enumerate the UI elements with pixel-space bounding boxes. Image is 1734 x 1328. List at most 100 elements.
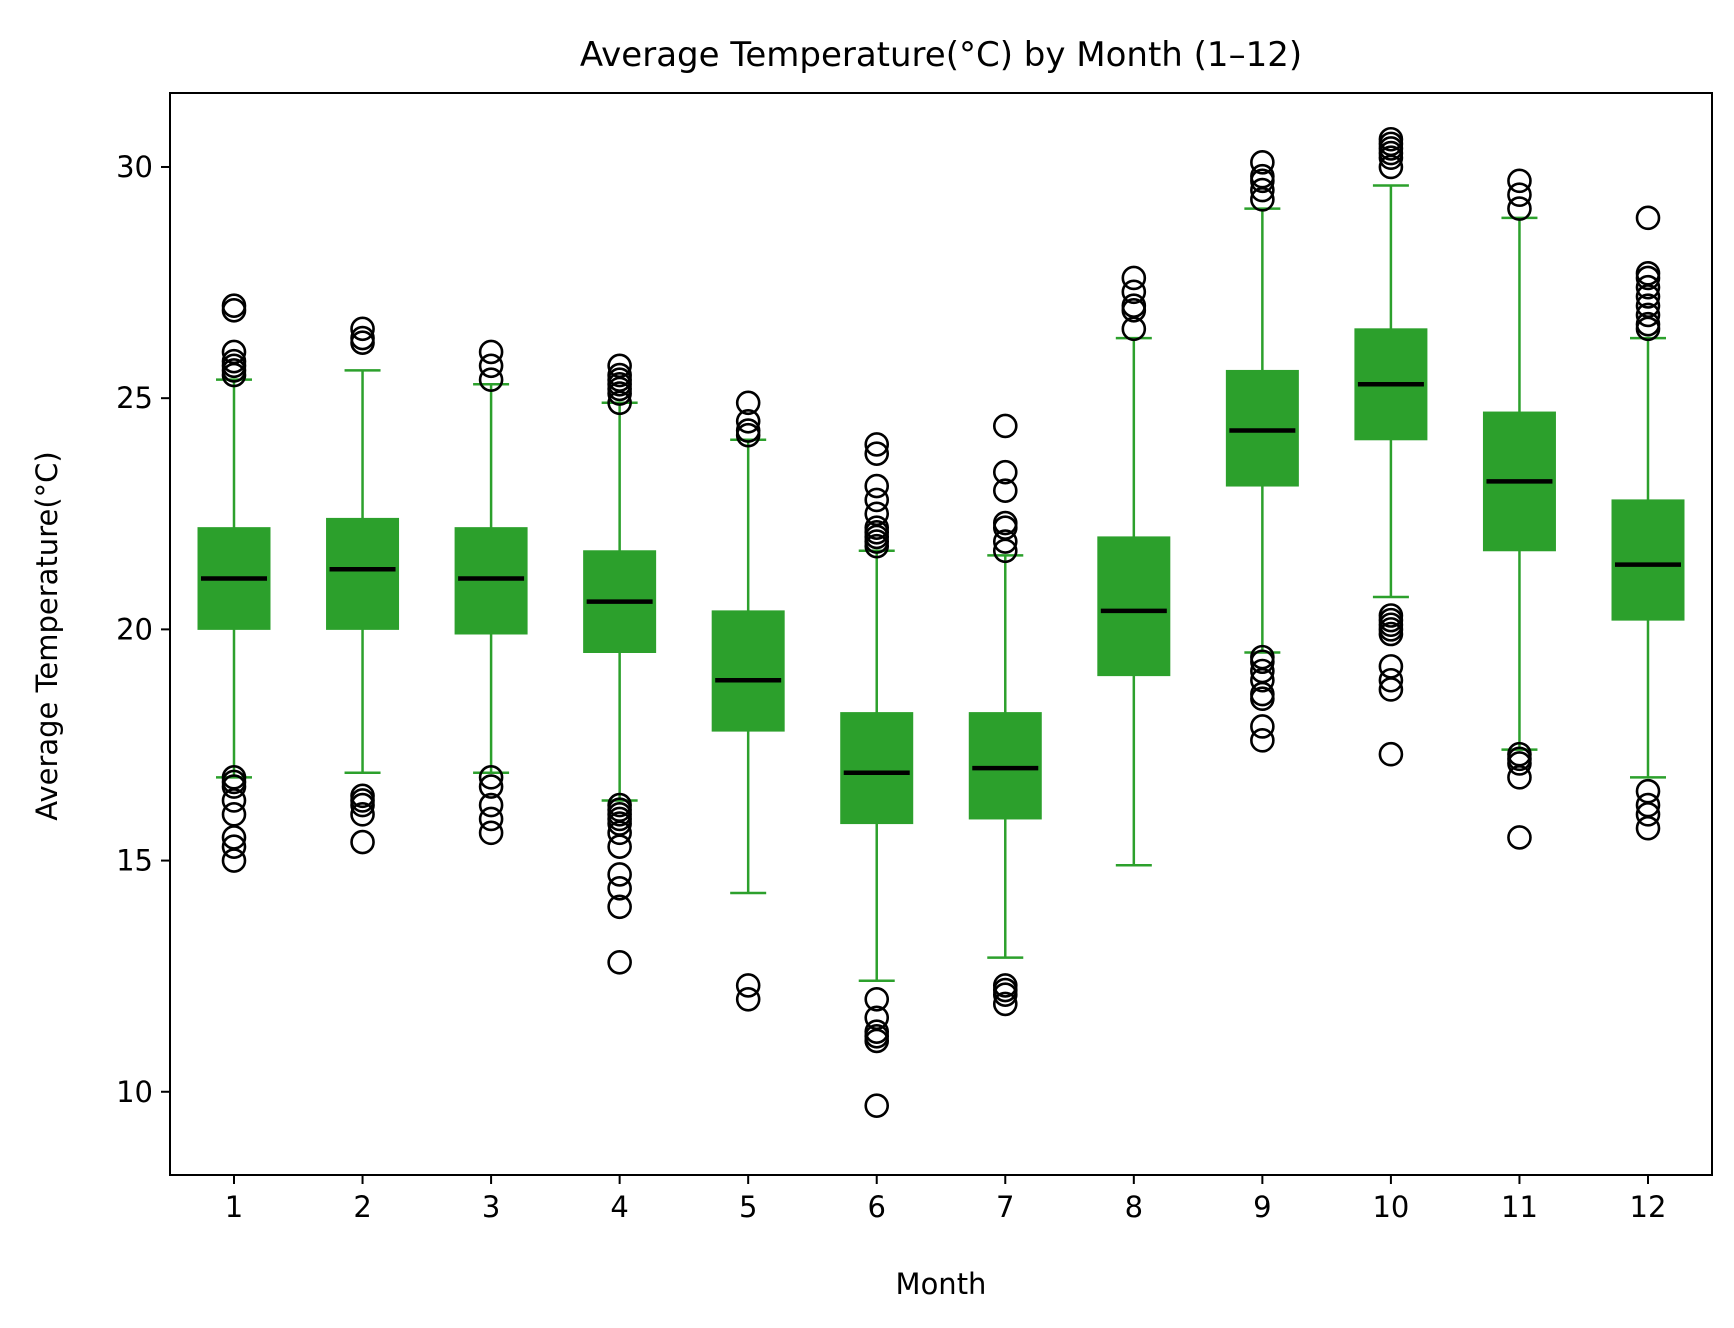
outlier-point: [864, 1005, 890, 1031]
outlier-point: [478, 367, 504, 392]
outlier-point: [350, 783, 375, 809]
iqr-box: [711, 610, 785, 732]
outlier-point: [864, 1019, 890, 1044]
outlier-point: [1121, 293, 1147, 319]
outlier-point: [221, 765, 247, 790]
outlier-point: [478, 339, 504, 365]
x-axis-ticks: 1 2 3 4 5 6 7 8 9 10 11 12: [225, 1175, 1666, 1224]
iqr-box: [1097, 536, 1171, 677]
outlier-point: [1635, 792, 1661, 818]
outlier-point: [992, 973, 1018, 998]
outlier-point: [735, 408, 761, 434]
outlier-point: [607, 949, 632, 975]
box-group-month-3: [454, 339, 528, 846]
x-tick-label: 6: [868, 1190, 886, 1224]
outlier-point: [607, 792, 632, 818]
outlier-point: [1635, 274, 1661, 300]
outlier-point: [1250, 150, 1275, 175]
x-tick-label: 2: [353, 1190, 371, 1224]
outlier-point: [221, 293, 247, 319]
plot-frame: [169, 92, 1713, 1176]
outlier-point: [992, 510, 1018, 536]
outlier-point: [1378, 741, 1404, 767]
outlier-point: [735, 973, 761, 998]
outlier-point: [1378, 603, 1404, 628]
outlier-point: [607, 876, 632, 901]
x-tick-label: 4: [610, 1190, 628, 1224]
x-tick-label: 7: [996, 1190, 1014, 1224]
outlier-point: [864, 473, 890, 499]
outlier-point: [1378, 126, 1404, 152]
box-group-month-7: [968, 413, 1042, 1017]
iqr-box: [326, 517, 400, 630]
outlier-point: [478, 806, 504, 832]
outlier-point: [221, 348, 247, 374]
box-group-month-11: [1482, 168, 1556, 850]
iqr-box: [454, 527, 528, 635]
y-tick-label: 25: [116, 381, 153, 415]
x-tick-label: 10: [1372, 1190, 1409, 1224]
outlier-point: [607, 894, 632, 920]
outlier-point: [1635, 205, 1661, 231]
outlier-point: [607, 353, 632, 379]
box-group-month-1: [197, 293, 271, 873]
outlier-point: [864, 986, 890, 1012]
iqr-box: [968, 712, 1042, 820]
outlier-point: [864, 432, 890, 457]
outlier-point: [735, 418, 761, 443]
y-tick-label: 10: [116, 1075, 153, 1109]
outlier-point: [735, 390, 761, 416]
box-group-month-10: [1354, 126, 1428, 767]
outlier-point: [1635, 778, 1661, 804]
box-group-month-12: [1611, 205, 1685, 841]
outlier-point: [864, 487, 890, 513]
box-group-month-6: [840, 432, 914, 1118]
x-tick-label: 3: [482, 1190, 500, 1224]
outlier-point: [1121, 279, 1147, 305]
outlier-point: [221, 834, 247, 860]
outlier-point: [607, 862, 632, 887]
outlier-point: [478, 792, 504, 818]
iqr-box: [1225, 369, 1299, 487]
outlier-point: [992, 529, 1018, 554]
outlier-point: [992, 413, 1018, 439]
outlier-point: [1507, 196, 1532, 221]
outlier-point: [1635, 293, 1661, 319]
outlier-point: [992, 459, 1018, 485]
box-group-month-4: [583, 353, 657, 975]
outlier-point: [1378, 654, 1404, 679]
outlier-point: [350, 802, 375, 827]
outlier-point: [992, 478, 1018, 503]
chart-title: Average Temperature(°C) by Month (1–12): [580, 35, 1302, 75]
outlier-point: [478, 353, 504, 379]
outlier-point: [1507, 741, 1532, 767]
outlier-point: [478, 774, 504, 799]
y-tick-label: 30: [116, 150, 153, 184]
box-group-month-9: [1225, 150, 1299, 753]
y-tick-label: 15: [116, 844, 153, 878]
outlier-point: [221, 339, 247, 365]
box-group-month-2: [326, 316, 400, 855]
iqr-box: [840, 712, 914, 825]
x-tick-label: 1: [225, 1190, 243, 1224]
outlier-point: [1507, 825, 1532, 850]
y-tick-label: 20: [116, 612, 153, 646]
outlier-point: [221, 802, 247, 827]
x-axis-label: Month: [896, 1267, 987, 1301]
x-tick-label: 11: [1501, 1190, 1538, 1224]
outlier-point: [1250, 644, 1275, 670]
outlier-point: [1635, 261, 1661, 286]
outlier-point: [607, 362, 632, 388]
outlier-point: [864, 1093, 890, 1118]
y-axis-ticks: 10 15 20 25 30: [116, 150, 170, 1109]
iqr-box: [1611, 499, 1685, 621]
outlier-point: [1250, 163, 1275, 189]
outlier-point: [350, 829, 375, 855]
x-tick-label: 8: [1125, 1190, 1143, 1224]
outlier-point: [864, 501, 890, 527]
outlier-point: [1250, 658, 1275, 684]
outlier-point: [1507, 182, 1532, 208]
plot-area: [197, 126, 1685, 1118]
